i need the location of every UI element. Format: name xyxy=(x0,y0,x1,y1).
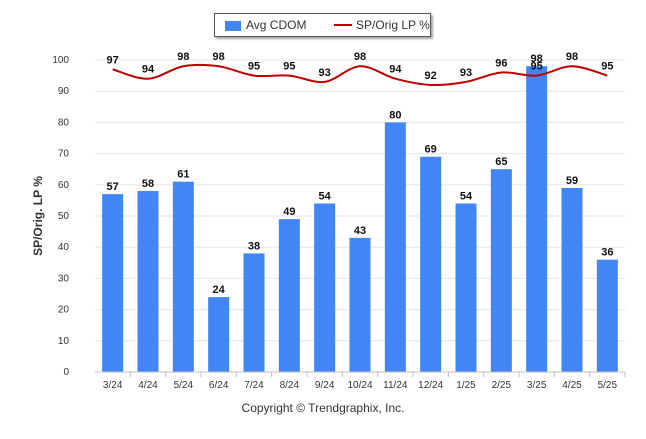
bar xyxy=(561,187,583,372)
y-tick-label: 20 xyxy=(58,305,70,316)
line-value-label: 92 xyxy=(425,70,437,82)
y-tick-label: 30 xyxy=(58,273,70,284)
bar-value-label: 65 xyxy=(495,156,507,168)
y-tick-label: 10 xyxy=(58,336,70,347)
x-tick-label: 3/25 xyxy=(527,380,547,391)
bar-value-label: 57 xyxy=(107,181,119,193)
x-tick-label: 4/25 xyxy=(562,380,582,391)
bar xyxy=(455,203,477,372)
line-value-label: 95 xyxy=(283,61,295,73)
x-tick-label: 3/24 xyxy=(103,380,123,391)
x-tick-label: 6/24 xyxy=(209,380,229,391)
x-tick-label: 8/24 xyxy=(280,380,300,391)
x-tick-label: 9/24 xyxy=(315,380,335,391)
line-value-label: 95 xyxy=(531,61,543,73)
x-tick-label: 1/25 xyxy=(456,380,476,391)
line-value-label: 98 xyxy=(566,51,578,63)
bar-value-label: 36 xyxy=(601,247,613,259)
x-tick-label: 5/25 xyxy=(598,380,618,391)
bar xyxy=(102,194,124,372)
line-value-label: 98 xyxy=(213,51,225,63)
legend-bar-swatch xyxy=(225,21,241,31)
line-value-label: 94 xyxy=(389,64,402,76)
line-value-label: 96 xyxy=(495,57,507,69)
y-tick-label: 40 xyxy=(58,242,70,253)
x-tick-label: 2/25 xyxy=(492,380,512,391)
bar xyxy=(208,297,230,372)
line-layer xyxy=(112,63,608,87)
bar-value-label: 59 xyxy=(566,175,578,187)
x-tick-label: 12/24 xyxy=(418,380,443,391)
copyright-text: Copyright © Trendgraphix, Inc. xyxy=(241,401,405,415)
line-value-label: 95 xyxy=(248,61,260,73)
y-tick-label: 50 xyxy=(58,211,70,222)
bar xyxy=(172,181,194,372)
legend-label-avg-cdom: Avg CDOM xyxy=(246,18,307,32)
line-value-label: 98 xyxy=(177,51,189,63)
line-value-label: 93 xyxy=(319,67,331,79)
x-tick-label: 4/24 xyxy=(138,380,158,391)
bar-value-label: 49 xyxy=(283,206,295,218)
y-tick-label: 100 xyxy=(52,55,69,66)
bar-value-label: 54 xyxy=(460,191,473,203)
bar xyxy=(137,191,159,372)
x-tick-label: 5/24 xyxy=(174,380,194,391)
bar-value-label: 98 xyxy=(531,53,543,65)
y-tick-label: 90 xyxy=(58,86,70,97)
y-tick-label: 60 xyxy=(58,180,70,191)
bar-value-label: 43 xyxy=(354,225,366,237)
bar xyxy=(314,203,336,372)
bar-value-label: 24 xyxy=(213,284,226,296)
x-tick-label: 11/24 xyxy=(383,380,408,391)
line-value-label: 98 xyxy=(354,51,366,63)
bar-layer xyxy=(102,66,618,373)
line-value-label: 94 xyxy=(142,64,155,76)
y-tick-label: 70 xyxy=(58,149,70,160)
bar xyxy=(349,237,371,372)
bar xyxy=(420,156,442,372)
bar xyxy=(278,219,300,372)
bar-value-label: 69 xyxy=(425,144,437,156)
axis-layer: 0 10 20 30 40 50 60 70 80 90 100 SP/Orig. LP % 3/24 4… xyxy=(31,55,626,391)
line-series-sp-orig-lp xyxy=(112,63,608,87)
x-tick-label: 7/24 xyxy=(244,380,264,391)
x-tick-label: 10/24 xyxy=(347,380,372,391)
legend-line-swatch xyxy=(334,24,352,26)
line-value-label: 93 xyxy=(460,67,472,79)
bar xyxy=(384,122,406,373)
bar-value-label: 58 xyxy=(142,178,154,190)
y-tick-label: 80 xyxy=(58,117,70,128)
bar-value-label: 80 xyxy=(389,109,401,121)
bar-value-label: 54 xyxy=(319,191,332,203)
bar-value-label: 61 xyxy=(177,169,189,181)
legend-label-sp-orig: SP/Orig LP % xyxy=(356,18,430,32)
y-tick-label: 0 xyxy=(63,367,69,378)
y-axis-title: SP/Orig. LP % xyxy=(31,176,45,256)
bar-value-label: 38 xyxy=(248,240,260,252)
bar xyxy=(596,259,618,372)
line-value-label: 97 xyxy=(107,54,119,66)
legend: Avg CDOM SP/Orig LP % xyxy=(214,13,431,37)
bar xyxy=(526,66,548,373)
bar xyxy=(490,169,512,372)
bar xyxy=(243,253,265,372)
line-value-label: 95 xyxy=(601,61,613,73)
